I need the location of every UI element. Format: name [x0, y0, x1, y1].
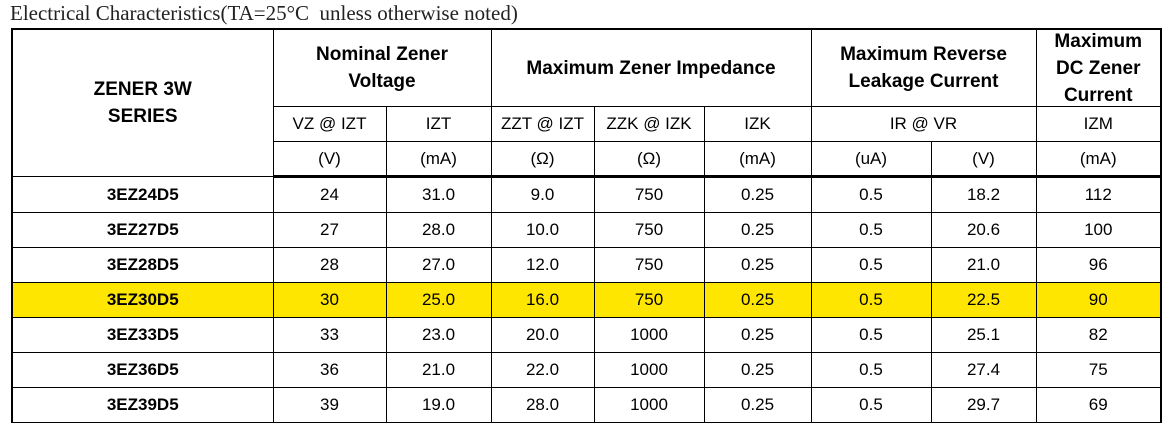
group-header: Nominal Zener Voltage	[272, 28, 492, 107]
cell: 0.5	[810, 176, 932, 213]
series-header: ZENER 3W SERIES	[11, 28, 274, 177]
data-row: 3EZ36D5 36 21.0 22.0 1000 0.25 0.5 27.4 75	[11, 352, 1162, 388]
cell: 0.25	[703, 352, 812, 388]
part-number: 3EZ36D5	[11, 352, 274, 388]
subheader: IZT	[385, 106, 492, 142]
cell: 20.6	[930, 212, 1037, 248]
unit: (V)	[272, 141, 387, 178]
series-header-text: ZENER 3W SERIES	[93, 79, 192, 127]
characteristics-table: ZENER 3W SERIES Nominal Zener Voltage Ma…	[11, 28, 1162, 423]
cell: 750	[593, 282, 705, 318]
cell: 0.25	[703, 317, 812, 353]
subheader: IZM	[1035, 106, 1162, 142]
cell: 0.5	[810, 247, 932, 283]
cell: 25.0	[385, 282, 492, 318]
cell: 22.0	[490, 352, 595, 388]
group-header-text: Maximum Reverse Leakage Current	[840, 44, 1007, 92]
cell: 27.0	[385, 247, 492, 283]
part-number: 3EZ39D5	[11, 387, 274, 423]
cell: 28	[272, 247, 387, 283]
cell: 31.0	[385, 176, 492, 213]
cell: 90	[1035, 282, 1162, 318]
cell: 0.25	[703, 212, 812, 248]
subheader: IZK	[703, 106, 812, 142]
subheader: ZZK @ IZK	[593, 106, 705, 142]
cell: 25.1	[930, 317, 1037, 353]
data-row: 3EZ39D5 39 19.0 28.0 1000 0.25 0.5 29.7 69	[11, 387, 1162, 423]
subheader: VZ @ IZT	[272, 106, 387, 142]
cell: 22.5	[930, 282, 1037, 318]
cell: 18.2	[930, 176, 1037, 213]
data-row: 3EZ27D5 27 28.0 10.0 750 0.25 0.5 20.6 100	[11, 212, 1162, 248]
cell: 28.0	[385, 212, 492, 248]
cell: 33	[272, 317, 387, 353]
group-header-text: Maximum DC Zener Current	[1054, 31, 1143, 104]
cell: 0.5	[810, 212, 932, 248]
unit: (uA)	[810, 141, 932, 178]
unit: (V)	[930, 141, 1037, 178]
cell: 21.0	[930, 247, 1037, 283]
unit: (Ω)	[490, 141, 595, 178]
data-row: 3EZ28D5 28 27.0 12.0 750 0.25 0.5 21.0 96	[11, 247, 1162, 283]
data-row: 3EZ30D5 30 25.0 16.0 750 0.25 0.5 22.5 90	[11, 282, 1162, 318]
subheader: ZZT @ IZT	[490, 106, 595, 142]
cell: 36	[272, 352, 387, 388]
unit: (mA)	[703, 141, 812, 178]
part-number: 3EZ28D5	[11, 247, 274, 283]
data-row: 3EZ33D5 33 23.0 20.0 1000 0.25 0.5 25.1 82	[11, 317, 1162, 353]
cell: 16.0	[490, 282, 595, 318]
cell: 750	[593, 176, 705, 213]
cell: 10.0	[490, 212, 595, 248]
group-header: Maximum DC Zener Current	[1035, 28, 1162, 107]
cell: 29.7	[930, 387, 1037, 423]
cell: 69	[1035, 387, 1162, 423]
unit: (mA)	[385, 141, 492, 178]
units-row: (V) (mA) (Ω) (Ω) (mA) (uA) (V) (mA)	[12, 141, 1162, 178]
cell: 112	[1035, 176, 1162, 213]
cell: 750	[593, 247, 705, 283]
cell: 75	[1035, 352, 1162, 388]
cell: 100	[1035, 212, 1162, 248]
cell: 0.5	[810, 317, 932, 353]
group-header-text: Nominal Zener Voltage	[316, 44, 448, 92]
cell: 24	[272, 176, 387, 213]
cell: 0.5	[810, 352, 932, 388]
cell: 0.25	[703, 247, 812, 283]
part-number: 3EZ30D5	[11, 282, 274, 318]
unit: (Ω)	[593, 141, 705, 178]
cell: 96	[1035, 247, 1162, 283]
cell: 82	[1035, 317, 1162, 353]
cell: 0.25	[703, 176, 812, 213]
cell: 1000	[593, 317, 705, 353]
cell: 0.25	[703, 387, 812, 423]
cell: 9.0	[490, 176, 595, 213]
cell: 750	[593, 212, 705, 248]
title: Electrical Characteristics(TA=25°C unles…	[10, 1, 518, 25]
cell: 0.25	[703, 282, 812, 318]
group-header: Maximum Zener Impedance	[490, 28, 812, 107]
unit: (mA)	[1035, 141, 1162, 178]
cell: 28.0	[490, 387, 595, 423]
cell: 1000	[593, 352, 705, 388]
data-row: 3EZ24D5 24 31.0 9.0 750 0.25 0.5 18.2 112	[11, 176, 1162, 213]
cell: 20.0	[490, 317, 595, 353]
part-number: 3EZ24D5	[11, 176, 274, 213]
cell: 27	[272, 212, 387, 248]
cell: 0.5	[810, 282, 932, 318]
group-header: Maximum Reverse Leakage Current	[810, 28, 1037, 107]
part-number: 3EZ33D5	[11, 317, 274, 353]
cell: 39	[272, 387, 387, 423]
cell: 19.0	[385, 387, 492, 423]
page: Electrical Characteristics(TA=25°C unles…	[10, 1, 1162, 423]
cell: 27.4	[930, 352, 1037, 388]
cell: 0.5	[810, 387, 932, 423]
cell: 30	[272, 282, 387, 318]
cell: 21.0	[385, 352, 492, 388]
subheader: IR @ VR	[810, 106, 1037, 142]
cell: 23.0	[385, 317, 492, 353]
part-number: 3EZ27D5	[11, 212, 274, 248]
cell: 1000	[593, 387, 705, 423]
cell: 12.0	[490, 247, 595, 283]
